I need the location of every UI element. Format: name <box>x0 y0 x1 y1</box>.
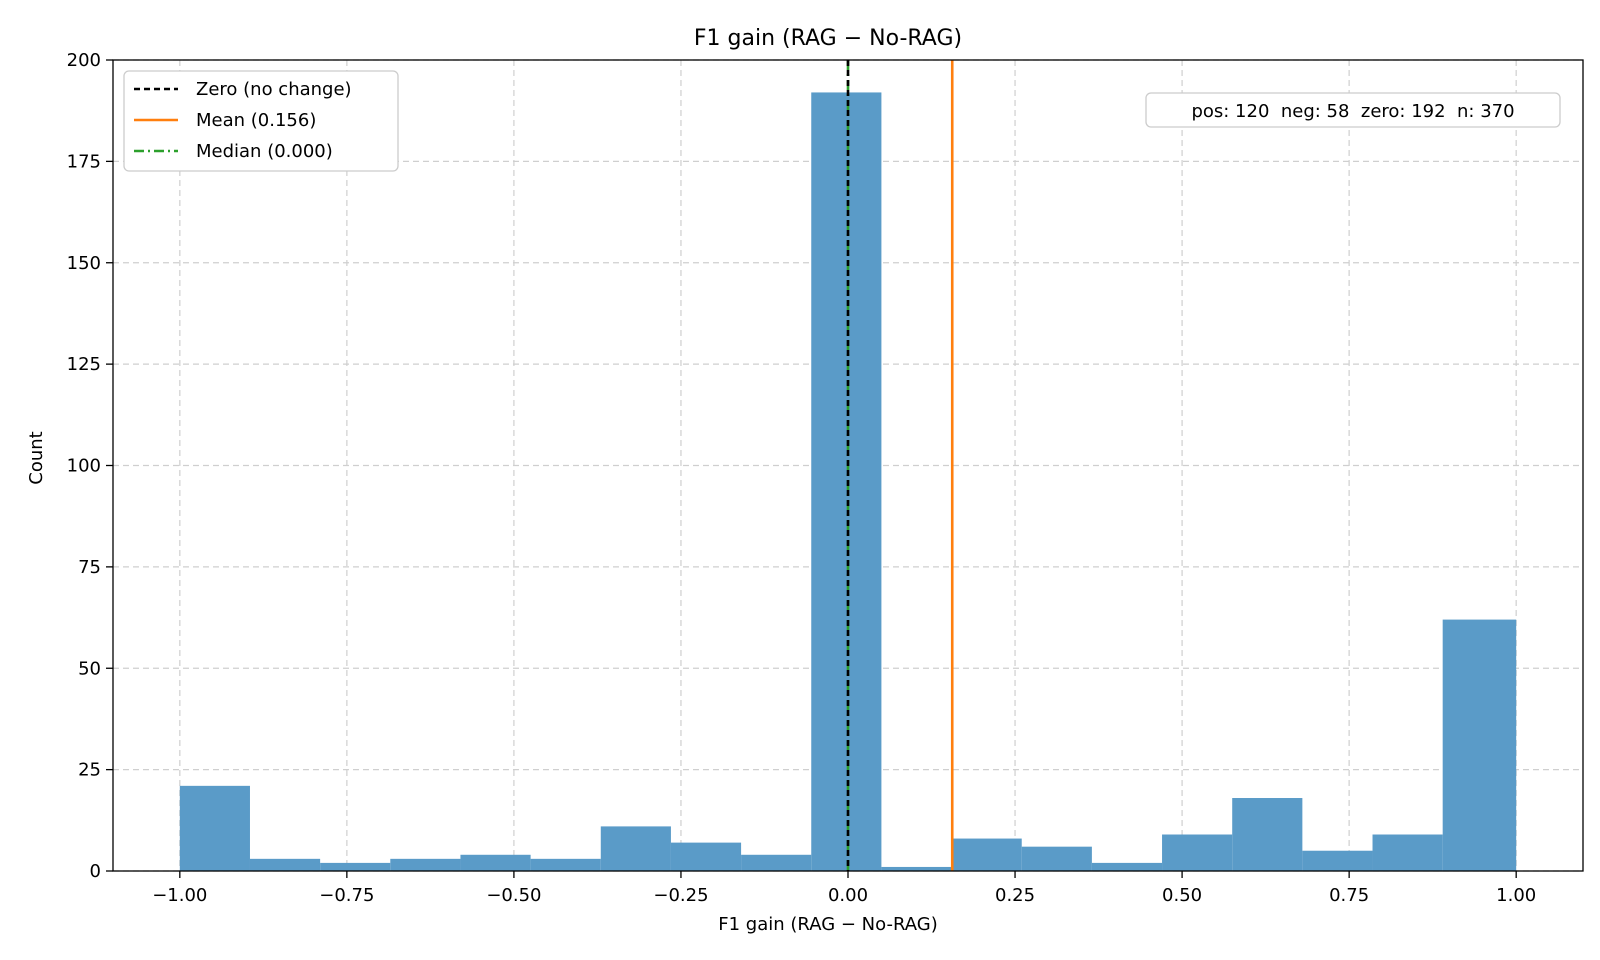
reference-lines <box>846 60 954 871</box>
y-tick-label: 200 <box>67 50 101 71</box>
x-tick-label: 0.50 <box>1162 885 1202 906</box>
y-tick-label: 75 <box>78 557 101 578</box>
histogram-bar <box>460 854 531 871</box>
stats-box-frame <box>1145 92 1561 128</box>
histogram-bar <box>390 858 461 871</box>
y-tick-label: 100 <box>67 456 101 477</box>
y-tick-label: 50 <box>78 658 101 679</box>
x-tick-label: 0.25 <box>995 885 1035 906</box>
x-tick-label: 0.75 <box>1329 885 1369 906</box>
histogram-bar <box>320 862 391 871</box>
histogram-bar <box>951 838 1022 871</box>
histogram-bar <box>1021 846 1092 871</box>
legend: Zero (no change) Mean (0.156) Median (0.00… <box>123 70 399 172</box>
histogram-bar <box>1091 862 1163 871</box>
histogram-bar <box>1162 834 1233 871</box>
y-axis: 0 25 50 75 100 125 150 175 200 <box>67 50 113 882</box>
legend-label: Zero (no change) <box>196 79 352 100</box>
histogram-bar <box>811 92 882 871</box>
x-axis-title: F1 gain (RAG − No-RAG) <box>718 914 937 935</box>
legend-label: Mean (0.156) <box>196 110 316 131</box>
histogram-bars <box>179 92 1517 871</box>
histogram-bar <box>881 866 952 871</box>
histogram-bar <box>530 858 601 871</box>
stats-text: pos: 120 neg: 58 zero: 192 n: 370 <box>1191 101 1514 122</box>
histogram-bar <box>1372 834 1443 871</box>
y-axis-title: Count <box>26 431 47 484</box>
histogram-bar <box>249 858 321 871</box>
y-tick-label: 175 <box>67 151 101 172</box>
y-tick-label: 125 <box>67 354 101 375</box>
y-tick-label: 0 <box>90 861 101 882</box>
x-axis: −1.00 −0.75 −0.50 −0.25 0.00 0.25 0.50 0.75 1.00 <box>152 871 1536 906</box>
x-tick-label: 0.00 <box>828 885 868 906</box>
x-tick-label: −1.00 <box>152 885 207 906</box>
histogram-bar <box>670 842 742 871</box>
histogram-bar <box>1442 619 1517 871</box>
histogram-bar <box>741 854 812 871</box>
histogram-bar <box>1232 798 1303 871</box>
x-tick-label: −0.25 <box>653 885 708 906</box>
legend-label: Median (0.000) <box>196 141 333 162</box>
x-tick-label: −0.50 <box>486 885 541 906</box>
histogram-bar <box>600 826 671 871</box>
histogram-bar <box>179 785 250 871</box>
x-tick-label: 1.00 <box>1496 885 1536 906</box>
y-tick-label: 150 <box>67 253 101 274</box>
x-tick-label: −0.75 <box>319 885 374 906</box>
histogram-bar <box>1302 850 1373 871</box>
y-tick-label: 25 <box>78 760 101 781</box>
stats-box: pos: 120 neg: 58 zero: 192 n: 370 <box>1145 92 1561 128</box>
legend-frame <box>123 70 399 172</box>
chart-title: F1 gain (RAG − No-RAG) <box>694 26 962 51</box>
